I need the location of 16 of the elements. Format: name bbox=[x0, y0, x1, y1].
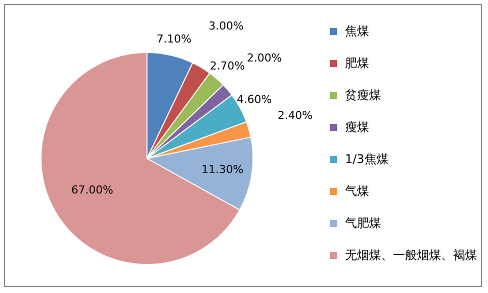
legend-label: 1/3焦煤 bbox=[345, 151, 388, 168]
data-label: 11.30% bbox=[201, 162, 244, 176]
data-label: 67.00% bbox=[71, 184, 114, 197]
data-label: 2.00% bbox=[246, 52, 282, 65]
legend-label: 贫瘦煤 bbox=[345, 87, 381, 104]
data-label: 2.40% bbox=[278, 109, 313, 122]
legend-label: 肥煤 bbox=[345, 55, 369, 72]
legend-label: 瘦煤 bbox=[345, 119, 369, 136]
legend-label: 气煤 bbox=[345, 183, 369, 200]
data-label: 7.10% bbox=[156, 32, 192, 46]
legend-label: 气肥煤 bbox=[345, 215, 381, 232]
legend-label: 无烟煤、一般烟煤、褐煤 bbox=[345, 247, 477, 264]
data-label: 2.70% bbox=[210, 60, 245, 73]
legend-label: 焦煤 bbox=[345, 23, 369, 40]
data-label: 3.00% bbox=[208, 19, 244, 32]
data-label: 4.60% bbox=[236, 93, 272, 106]
